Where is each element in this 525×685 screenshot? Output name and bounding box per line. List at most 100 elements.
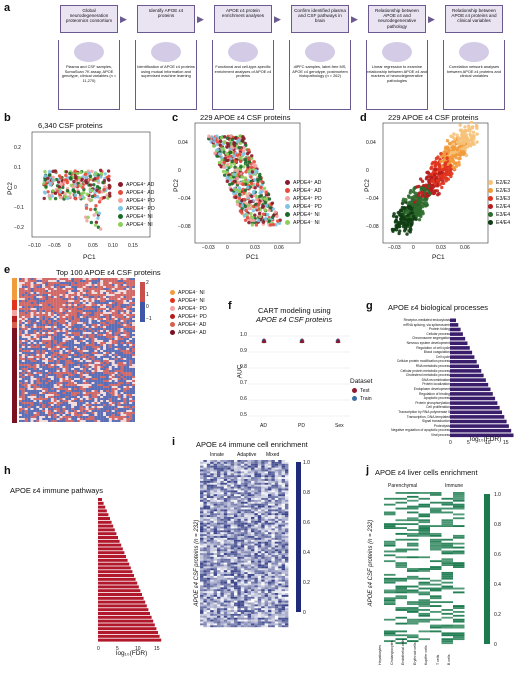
heat-cell: [68, 316, 72, 318]
heat-cell: [117, 278, 121, 280]
heat-cell: [36, 318, 40, 320]
heat-cell: [111, 394, 115, 396]
heat-cell: [53, 402, 57, 404]
scatter-point: [255, 198, 259, 202]
heat-cell: [129, 400, 133, 402]
heat-cell: [227, 477, 231, 479]
heat-cell: [114, 372, 118, 374]
heat-cell: [94, 320, 98, 322]
heat-cell: [48, 420, 51, 422]
heat-cell: [129, 294, 133, 296]
heat-cell: [97, 340, 101, 342]
heat-cell: [27, 302, 31, 304]
legend-label: APOE4⁻ NI: [126, 222, 153, 228]
heat-cell: [56, 388, 60, 390]
heat-cell: [42, 298, 46, 300]
heat-cell: [100, 326, 104, 328]
legend-swatch: [285, 204, 290, 210]
heat-cell: [88, 316, 92, 318]
heat-cell: [30, 306, 34, 308]
h-bar: [98, 570, 133, 574]
legend-swatch: [170, 330, 175, 336]
heat-cell: [220, 467, 224, 470]
heat-cell: [30, 334, 34, 336]
heat-cell: [19, 420, 22, 422]
heat-cell: [114, 316, 118, 318]
heat-cell: [24, 408, 28, 410]
g-bar: [450, 401, 498, 405]
scatter-point: [81, 185, 85, 190]
heat-cell: [53, 390, 57, 392]
scatter-point: [44, 185, 48, 189]
heat-cell: [237, 467, 241, 470]
heat-cell: [45, 356, 48, 358]
heat-cell: [285, 460, 288, 462]
scatter-point: [468, 129, 472, 133]
heat-cell: [123, 302, 127, 304]
heat-cell: [91, 382, 95, 384]
heat-cell: [53, 398, 57, 400]
heat-cell: [45, 406, 48, 408]
heat-cell: [79, 414, 83, 416]
scatter-point: [458, 123, 462, 127]
heat-cell: [100, 278, 104, 280]
heat-cell: [56, 418, 60, 420]
heat-cell: [36, 292, 40, 294]
heat-cell: [213, 460, 217, 462]
heat-cell: [42, 294, 46, 296]
heat-cell: [19, 384, 22, 386]
heat-cell: [30, 318, 34, 320]
heat-cell: [108, 282, 112, 284]
heat-cell: [79, 412, 83, 414]
heat-cell: [132, 354, 135, 356]
heat-cell: [48, 296, 51, 298]
heat-cell: [33, 338, 37, 340]
heat-cell: [126, 334, 130, 336]
heat-cell: [45, 300, 48, 302]
heat-cell: [85, 286, 89, 288]
heat-cell: [85, 332, 89, 334]
heat-cell: [56, 346, 60, 348]
heat-cell: [111, 284, 115, 286]
heat-cell: [123, 378, 127, 380]
heat-cell: [210, 461, 214, 464]
heat-cell: [68, 360, 72, 362]
heat-cell: [74, 408, 77, 410]
heat-cell: [111, 400, 115, 402]
scatter-point: [447, 170, 451, 175]
heat-cell: [48, 314, 51, 316]
heat-cell: [97, 378, 101, 380]
heat-cell: [30, 390, 34, 392]
heat-cell: [120, 404, 124, 406]
heat-cell: [65, 410, 69, 412]
scatter-point: [433, 182, 437, 186]
scatter-point: [80, 177, 84, 181]
heat-cell: [97, 320, 101, 322]
heat-cell: [82, 376, 86, 378]
heat-cell: [36, 406, 40, 408]
heat-cell: [114, 298, 118, 300]
heat-cell: [82, 294, 86, 296]
heat-cell: [65, 318, 69, 320]
scatter-point: [405, 232, 409, 236]
scatter-point: [243, 204, 248, 209]
heat-cell: [56, 286, 60, 288]
heat-cell: [71, 324, 75, 326]
heat-cell: [77, 410, 80, 412]
heat-cell: [62, 374, 66, 376]
heat-cell: [94, 332, 98, 334]
heat-cell: [77, 308, 80, 310]
heat-cell: [71, 406, 75, 408]
heat-cell: [85, 400, 89, 402]
scatter-point: [73, 169, 77, 173]
heat-cell: [36, 328, 40, 330]
heat-cell: [79, 316, 83, 318]
heat-cell: [42, 310, 46, 312]
heat-cell: [21, 400, 25, 402]
heat-cell: [126, 318, 130, 320]
heat-cell: [53, 332, 57, 334]
heat-cell: [97, 280, 101, 282]
heat-cell: [79, 374, 83, 376]
heat-cell: [24, 328, 28, 330]
scatter-point: [254, 195, 259, 199]
